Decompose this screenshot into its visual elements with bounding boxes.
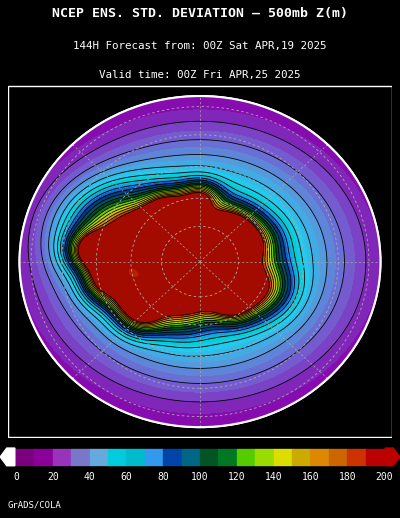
Bar	[237, 449, 255, 465]
Point	[5, 434, 11, 442]
Point	[5, 434, 11, 442]
FancyArrow shape	[385, 448, 400, 466]
Point	[5, 434, 11, 442]
Text: NCEP ENS. STD. DEVIATION – 500mb Z(m): NCEP ENS. STD. DEVIATION – 500mb Z(m)	[52, 7, 348, 20]
Text: 60: 60	[120, 472, 132, 482]
Text: 144H Forecast from: 00Z Sat APR,19 2025: 144H Forecast from: 00Z Sat APR,19 2025	[73, 41, 327, 51]
Point	[5, 434, 11, 442]
Point	[5, 434, 11, 442]
Point	[5, 434, 11, 442]
Point	[5, 434, 11, 442]
Point	[5, 434, 11, 442]
Point	[5, 434, 11, 442]
Text: 80: 80	[157, 472, 169, 482]
Bar	[292, 449, 310, 465]
Point	[5, 434, 11, 442]
Bar	[200, 449, 218, 465]
Point	[5, 434, 11, 442]
Text: 140: 140	[265, 472, 282, 482]
Text: 200: 200	[375, 472, 393, 482]
Point	[5, 434, 11, 442]
Point	[5, 434, 11, 442]
Bar	[274, 449, 292, 465]
Bar	[163, 449, 182, 465]
Text: 100: 100	[191, 472, 209, 482]
Point	[5, 434, 11, 442]
Point	[5, 434, 11, 442]
Point	[5, 434, 11, 442]
Point	[5, 434, 11, 442]
Text: 20: 20	[47, 472, 59, 482]
Text: 160: 160	[302, 472, 319, 482]
Point	[5, 434, 11, 442]
Bar	[53, 449, 71, 465]
Point	[5, 434, 11, 442]
Point	[5, 434, 11, 442]
Bar	[16, 449, 34, 465]
Point	[5, 434, 11, 442]
Point	[5, 434, 11, 442]
Bar	[71, 449, 90, 465]
Point	[5, 434, 11, 442]
Bar	[218, 449, 237, 465]
Bar	[34, 449, 53, 465]
Point	[5, 434, 11, 442]
Point	[5, 434, 11, 442]
Point	[5, 434, 11, 442]
Point	[5, 434, 11, 442]
Point	[5, 434, 11, 442]
Text: 180: 180	[338, 472, 356, 482]
Bar	[108, 449, 126, 465]
Point	[5, 434, 11, 442]
Point	[5, 434, 11, 442]
Point	[5, 434, 11, 442]
Point	[5, 434, 11, 442]
Text: 40: 40	[84, 472, 96, 482]
Point	[5, 434, 11, 442]
Bar	[347, 449, 366, 465]
Bar	[145, 449, 163, 465]
Point	[5, 434, 11, 442]
Point	[5, 434, 11, 442]
Text: Valid time: 00Z Fri APR,25 2025: Valid time: 00Z Fri APR,25 2025	[99, 70, 301, 80]
Point	[5, 434, 11, 442]
Text: 0: 0	[13, 472, 19, 482]
Point	[5, 434, 11, 442]
Bar	[255, 449, 274, 465]
Point	[5, 434, 11, 442]
Point	[5, 434, 11, 442]
Bar	[126, 449, 145, 465]
Bar	[366, 449, 384, 465]
Point	[5, 434, 11, 442]
Point	[5, 434, 11, 442]
Bar	[329, 449, 347, 465]
Point	[5, 434, 11, 442]
Point	[5, 434, 11, 442]
Point	[5, 434, 11, 442]
Point	[5, 434, 11, 442]
Point	[5, 434, 11, 442]
Point	[5, 434, 11, 442]
Point	[5, 434, 11, 442]
Point	[5, 434, 11, 442]
Point	[5, 434, 11, 442]
Bar	[182, 449, 200, 465]
Bar	[90, 449, 108, 465]
Bar	[310, 449, 329, 465]
Point	[5, 434, 11, 442]
Point	[5, 434, 11, 442]
Point	[5, 434, 11, 442]
Point	[5, 434, 11, 442]
Point	[5, 434, 11, 442]
Point	[5, 434, 11, 442]
Point	[5, 434, 11, 442]
Point	[5, 434, 11, 442]
Text: 120: 120	[228, 472, 246, 482]
Text: GrADS/COLA: GrADS/COLA	[7, 500, 61, 510]
FancyArrow shape	[0, 448, 15, 466]
Point	[5, 434, 11, 442]
